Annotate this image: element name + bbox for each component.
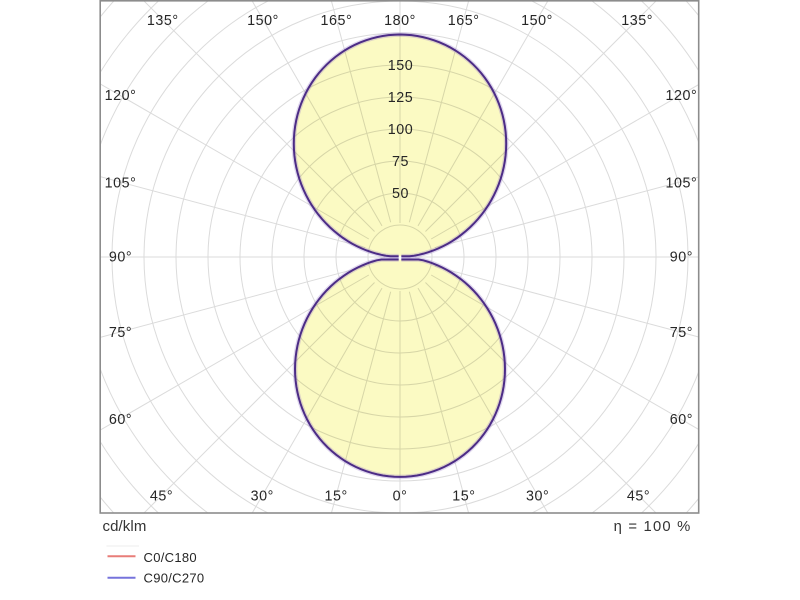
svg-text:180°: 180° xyxy=(384,13,416,29)
svg-text:75°: 75° xyxy=(109,325,132,341)
svg-text:150°: 150° xyxy=(247,13,279,29)
svg-text:45°: 45° xyxy=(627,489,650,505)
svg-text:C90/C270: C90/C270 xyxy=(144,571,205,586)
svg-text:150: 150 xyxy=(388,58,414,74)
svg-text:30°: 30° xyxy=(526,489,549,505)
svg-text:50: 50 xyxy=(392,186,409,202)
svg-text:90°: 90° xyxy=(670,250,693,266)
svg-text:105°: 105° xyxy=(666,175,698,191)
svg-text:120°: 120° xyxy=(105,88,137,104)
svg-text:C0/C180: C0/C180 xyxy=(144,550,197,565)
svg-text:135°: 135° xyxy=(147,13,179,29)
svg-text:cd/klm: cd/klm xyxy=(103,518,147,535)
svg-text:125: 125 xyxy=(388,90,414,106)
svg-text:105°: 105° xyxy=(105,175,137,191)
svg-text:165°: 165° xyxy=(321,13,353,29)
svg-text:0°: 0° xyxy=(393,489,408,505)
svg-text:45°: 45° xyxy=(150,489,173,505)
svg-text:165°: 165° xyxy=(448,13,480,29)
svg-text:75°: 75° xyxy=(670,325,693,341)
svg-text:15°: 15° xyxy=(452,489,475,505)
svg-text:30°: 30° xyxy=(251,489,274,505)
svg-text:η = 100 %: η = 100 % xyxy=(614,519,692,535)
svg-text:75: 75 xyxy=(392,154,409,170)
svg-text:100: 100 xyxy=(388,122,414,138)
svg-text:90°: 90° xyxy=(109,250,132,266)
svg-text:60°: 60° xyxy=(109,412,132,428)
svg-text:150°: 150° xyxy=(521,13,553,29)
svg-text:120°: 120° xyxy=(666,88,698,104)
svg-text:60°: 60° xyxy=(670,412,693,428)
svg-text:15°: 15° xyxy=(324,489,347,505)
svg-text:135°: 135° xyxy=(621,13,653,29)
